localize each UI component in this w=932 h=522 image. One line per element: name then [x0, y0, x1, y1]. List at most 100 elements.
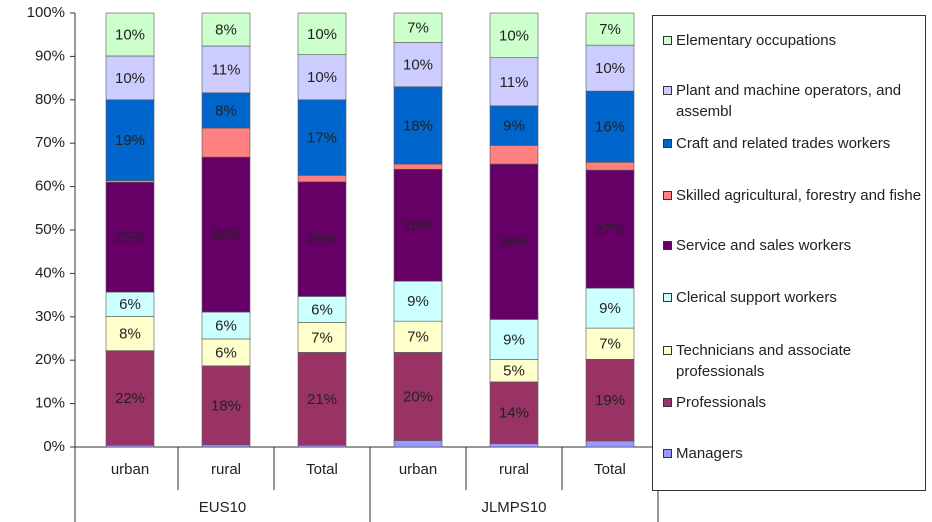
legend-swatch [663, 191, 672, 200]
legend-item: Managers [663, 443, 932, 464]
bar-segment [201, 444, 251, 448]
legend-label: Skilled agricultural, forestry and fishe [676, 187, 922, 204]
data-label: 26% [307, 231, 337, 248]
data-label: 10% [307, 26, 337, 43]
bar-segment [489, 381, 539, 444]
data-label: 27% [595, 221, 625, 238]
y-tick-label: 60% [35, 178, 65, 195]
bar-segment [105, 316, 155, 351]
data-label: 17% [307, 130, 337, 147]
data-label: 19% [595, 392, 625, 409]
bar-segment [105, 181, 155, 293]
data-label: 8% [215, 102, 237, 119]
group-label: EUS10 [199, 499, 247, 516]
bar-segment [585, 287, 635, 329]
bar-segment [297, 175, 347, 183]
x-tick-label: rural [499, 461, 529, 478]
data-label: 21% [307, 391, 337, 408]
data-label: 10% [403, 57, 433, 74]
legend-item: Technicians and associate professionals [663, 340, 932, 382]
legend-label: Plant and machine operators, and assembl [676, 82, 902, 120]
bar-segment [393, 42, 443, 88]
data-label: 18% [403, 117, 433, 134]
bar-segment [297, 54, 347, 101]
x-tick-label: Total [594, 461, 626, 478]
bar-segment [393, 163, 443, 170]
legend-swatch [663, 86, 672, 95]
data-label: 10% [115, 26, 145, 43]
data-label: 9% [407, 293, 429, 310]
bar-segment [393, 86, 443, 165]
legend-label: Managers [676, 445, 743, 462]
y-tick-label: 20% [35, 351, 65, 368]
bar-segment [201, 127, 251, 158]
bar-segment [201, 92, 251, 129]
data-label: 6% [311, 301, 333, 318]
data-label: 9% [503, 331, 525, 348]
group-label: JLMPS10 [481, 499, 546, 516]
data-label: 7% [311, 329, 333, 346]
legend-label: Craft and related trades workers [676, 135, 891, 152]
x-tick-label: urban [399, 461, 437, 478]
data-label: 16% [595, 119, 625, 136]
bar-segment [585, 169, 635, 289]
bar-segment [105, 12, 155, 57]
legend-swatch [663, 293, 672, 302]
bar-segment [489, 57, 539, 107]
legend-label: Professionals [676, 394, 767, 411]
bar-segment [489, 12, 539, 59]
legend-swatch [663, 139, 672, 148]
data-label: 7% [599, 336, 621, 353]
bar-segment [585, 90, 635, 163]
y-tick-label: 10% [35, 395, 65, 412]
bar-segment [105, 55, 155, 101]
data-label: 11% [500, 74, 529, 91]
data-label: 10% [499, 27, 529, 44]
bar-segment [585, 161, 635, 171]
x-tick-label: urban [111, 461, 149, 478]
legend-item: Professionals [663, 392, 932, 413]
bar-segment [585, 12, 635, 46]
legend-swatch [663, 449, 672, 458]
legend-item: Plant and machine operators, and assembl [663, 80, 932, 122]
legend-item: Service and sales workers [663, 235, 932, 256]
bar-segment [297, 352, 347, 446]
bar-segment [201, 338, 251, 367]
bar-segment [489, 105, 539, 146]
bar-segment [201, 156, 251, 313]
y-tick-label: 90% [35, 47, 65, 64]
data-label: 36% [211, 227, 241, 244]
bar-segment [585, 44, 635, 92]
data-label: 9% [503, 118, 525, 135]
y-tick-label: 40% [35, 264, 65, 281]
bar-segment [297, 12, 347, 55]
bar-segment [489, 145, 539, 165]
legend-item: Clerical support workers [663, 287, 932, 308]
legend-swatch [663, 241, 672, 250]
data-label: 5% [503, 363, 525, 380]
bar-segment [489, 163, 539, 320]
bar-segment [297, 296, 347, 323]
x-tick-label: Total [306, 461, 338, 478]
bar-segment [585, 440, 635, 448]
bar-segment [393, 280, 443, 322]
data-label: 9% [599, 300, 621, 317]
y-tick-label: 0% [43, 438, 65, 455]
legend-swatch [663, 36, 672, 45]
data-label: 7% [407, 20, 429, 37]
data-label: 18% [211, 397, 241, 414]
bar-segment [393, 168, 443, 282]
y-tick-label: 70% [35, 134, 65, 151]
data-label: 6% [215, 344, 237, 361]
data-label: 22% [115, 390, 145, 407]
bar-segment [201, 365, 251, 446]
bar-segment [585, 327, 635, 360]
legend-swatch [663, 398, 672, 407]
bar-segment [585, 359, 635, 442]
data-label: 11% [212, 61, 241, 78]
bar-segment [201, 12, 251, 47]
legend: Elementary occupations Plant and machine … [652, 15, 926, 491]
data-label: 26% [403, 217, 433, 234]
